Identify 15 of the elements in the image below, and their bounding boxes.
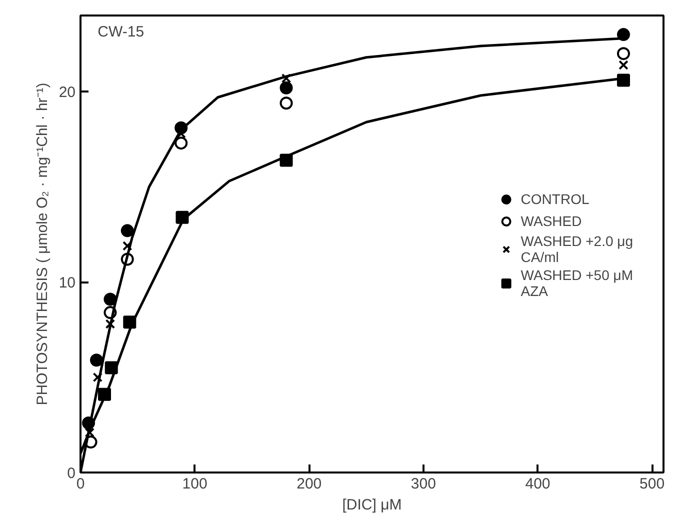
legend-label: WASHED +50 μM AZA [520, 266, 633, 298]
x-tick-label: 400 [525, 476, 550, 492]
y-axis-title: PHOTOSYNTHESIS ( μmole O₂ · mg⁻¹Chl · hr⁻¹) [34, 82, 51, 406]
legend-label: WASHED +2.0 μg CA/ml [520, 232, 633, 264]
y-tick-label: 0 [67, 465, 76, 482]
legend-label: WASHED [520, 212, 582, 228]
annotation: CW-15 [98, 23, 144, 40]
y-tick-label: 10 [58, 274, 76, 292]
x-tick-label: 500 [640, 476, 665, 492]
y-tick-label: 20 [58, 84, 76, 102]
legend-label: CONTROL [520, 190, 590, 206]
x-axis-title: [DIC] μM [342, 496, 402, 514]
x-tick-label: 100 [182, 476, 208, 492]
x-tick-label: 300 [410, 476, 436, 492]
x-tick-label: 200 [296, 476, 322, 492]
